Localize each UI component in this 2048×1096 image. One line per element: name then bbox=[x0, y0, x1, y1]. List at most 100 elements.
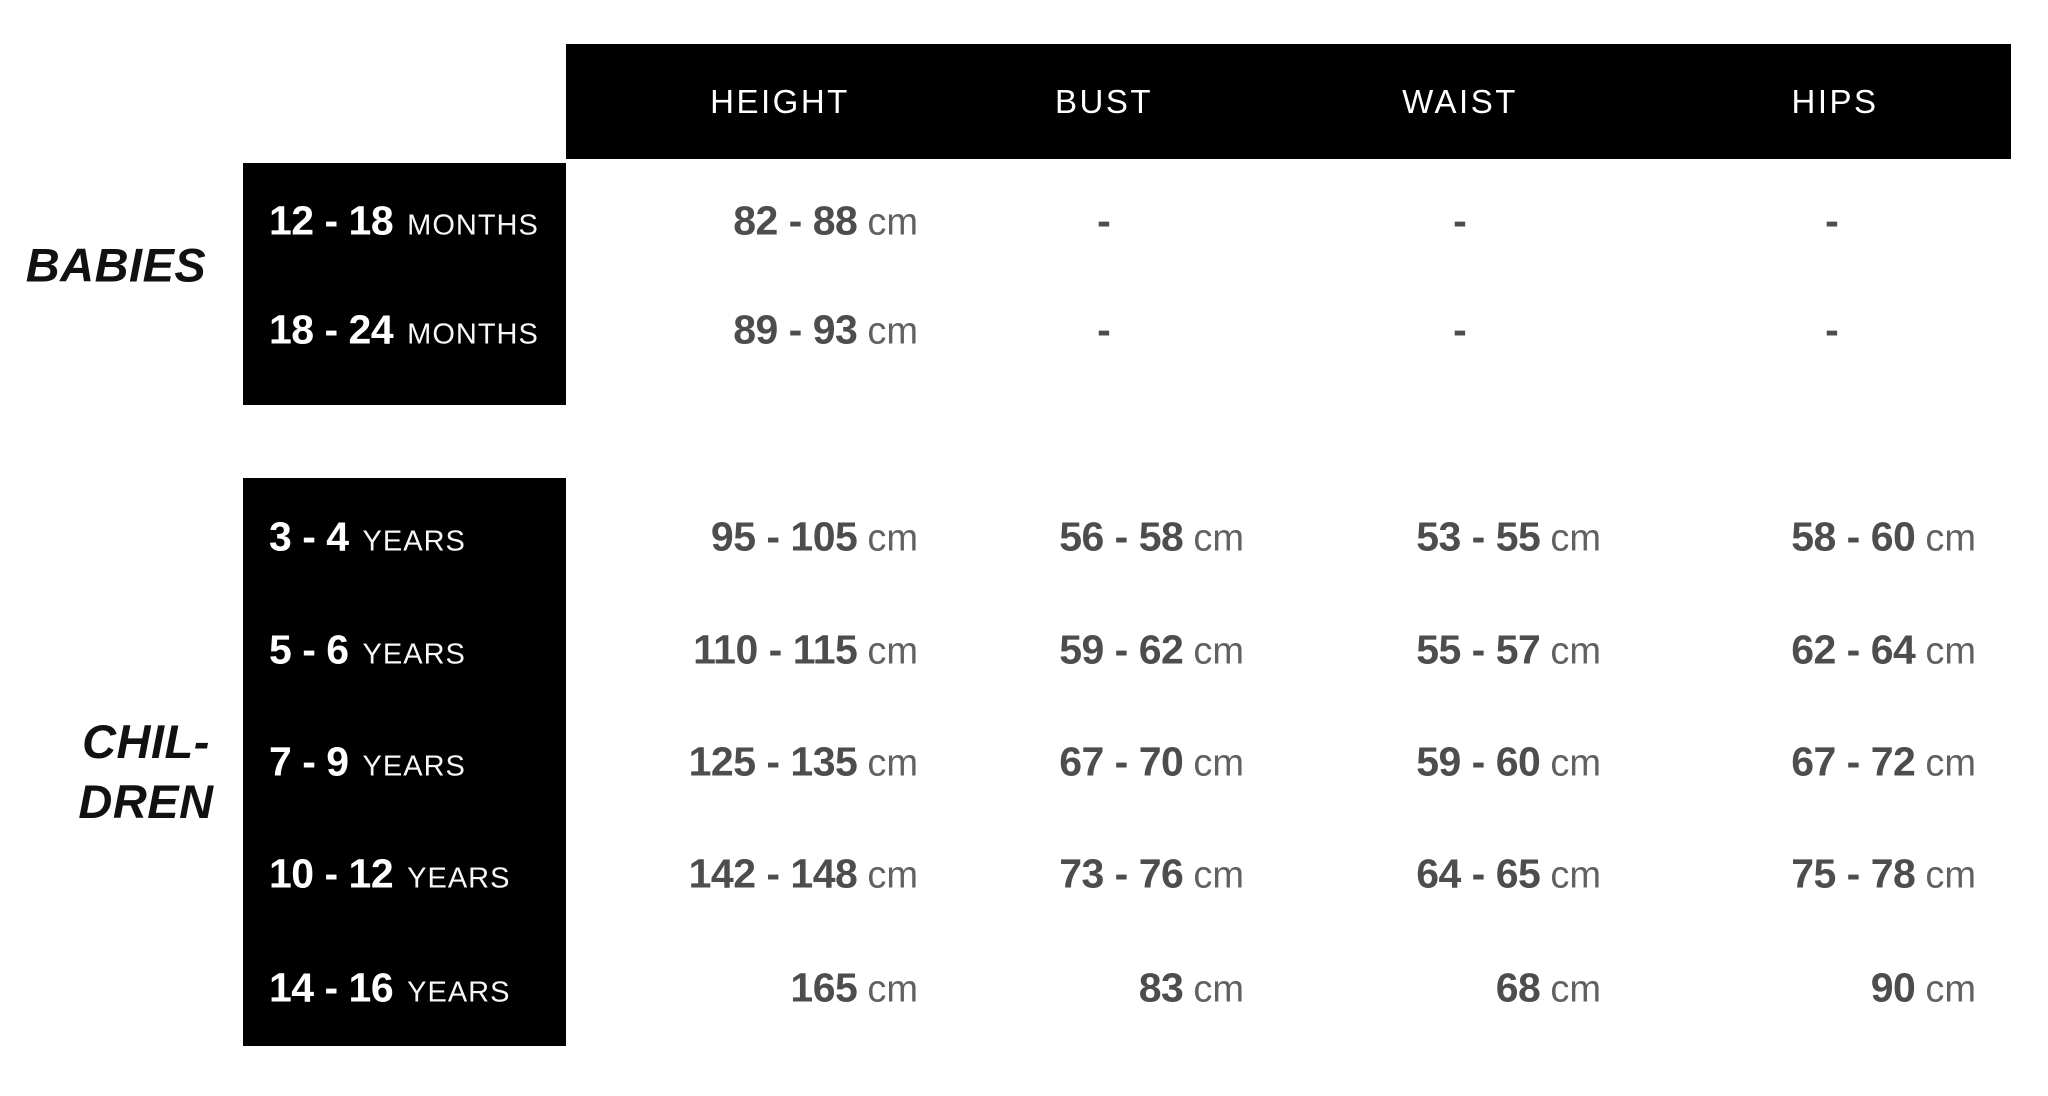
height-value: 125 - 135 bbox=[688, 738, 858, 785]
height-value: 95 - 105 bbox=[710, 513, 858, 560]
waist-value: 68 bbox=[1495, 964, 1541, 1011]
size-row: 18 - 24 MONTHS bbox=[269, 307, 539, 354]
hips-unit: cm bbox=[1925, 854, 1976, 897]
hips-value: 58 - 60 bbox=[1791, 513, 1916, 560]
height-unit: cm bbox=[867, 630, 918, 673]
size-range: 3 - 4 bbox=[269, 513, 349, 560]
waist-value: 64 - 65 bbox=[1416, 850, 1541, 897]
waist-unit: cm bbox=[1550, 517, 1601, 560]
height-value: 82 - 88 bbox=[733, 197, 858, 244]
height-value: 110 - 115 bbox=[693, 626, 858, 673]
height-value: 89 - 93 bbox=[733, 306, 858, 353]
height-unit: cm bbox=[867, 310, 918, 353]
bust-cell: - bbox=[1097, 306, 1111, 353]
height-cell: 82 - 88 cm bbox=[733, 198, 918, 245]
height-cell: 165 cm bbox=[790, 965, 918, 1012]
bust-unit: cm bbox=[1193, 968, 1244, 1011]
bust-unit: cm bbox=[1193, 630, 1244, 673]
hips-unit: cm bbox=[1925, 517, 1976, 560]
bust-cell: 83 cm bbox=[1139, 965, 1244, 1012]
children-size-box: 3 - 4 YEARS 5 - 6 YEARS 7 - 9 YEARS 10 - 12… bbox=[243, 478, 566, 1046]
column-header-height: HEIGHT bbox=[710, 82, 850, 120]
height-unit: cm bbox=[867, 201, 918, 244]
height-cell: 95 - 105 cm bbox=[711, 514, 918, 561]
waist-unit: cm bbox=[1550, 854, 1601, 897]
size-range: 18 - 24 bbox=[269, 306, 394, 353]
size-unit: YEARS bbox=[407, 976, 511, 1009]
bust-value: 73 - 76 bbox=[1059, 850, 1184, 897]
hips-unit: cm bbox=[1925, 630, 1976, 673]
size-unit: MONTHS bbox=[407, 318, 539, 351]
group-label-children-line2: DREN bbox=[78, 775, 214, 828]
height-cell: 142 - 148 cm bbox=[689, 851, 918, 898]
bust-unit: cm bbox=[1193, 742, 1244, 785]
hips-cell: 75 - 78 cm bbox=[1791, 851, 1976, 898]
group-label-children: CHIL- DREN bbox=[0, 712, 292, 832]
height-cell: 89 - 93 cm bbox=[733, 307, 918, 354]
size-row: 14 - 16 YEARS bbox=[269, 965, 510, 1012]
size-range: 14 - 16 bbox=[269, 964, 394, 1011]
babies-size-box: 12 - 18 MONTHS 18 - 24 MONTHS bbox=[243, 163, 566, 405]
waist-value: 59 - 60 bbox=[1416, 738, 1541, 785]
hips-cell: - bbox=[1825, 197, 1839, 244]
waist-cell: 59 - 60 cm bbox=[1416, 739, 1601, 786]
bust-cell: 73 - 76 cm bbox=[1059, 851, 1244, 898]
table-header-bar: HEIGHT BUST WAIST HIPS bbox=[566, 44, 2011, 159]
hips-cell: 90 cm bbox=[1871, 965, 1976, 1012]
waist-unit: cm bbox=[1550, 968, 1601, 1011]
waist-cell: - bbox=[1453, 306, 1467, 353]
size-unit: YEARS bbox=[362, 638, 466, 671]
bust-value: 83 bbox=[1138, 964, 1184, 1011]
hips-cell: 62 - 64 cm bbox=[1791, 627, 1976, 674]
hips-unit: cm bbox=[1925, 742, 1976, 785]
height-cell: 110 - 115 cm bbox=[693, 627, 918, 674]
size-unit: YEARS bbox=[407, 862, 511, 895]
waist-cell: 68 cm bbox=[1496, 965, 1601, 1012]
size-range: 10 - 12 bbox=[269, 850, 394, 897]
waist-value: 53 - 55 bbox=[1416, 513, 1541, 560]
bust-unit: cm bbox=[1193, 517, 1244, 560]
size-row: 3 - 4 YEARS bbox=[269, 514, 466, 561]
height-unit: cm bbox=[867, 742, 918, 785]
size-row: 5 - 6 YEARS bbox=[269, 627, 466, 674]
waist-cell: - bbox=[1453, 197, 1467, 244]
waist-value: 55 - 57 bbox=[1416, 626, 1541, 673]
hips-value: 75 - 78 bbox=[1791, 850, 1916, 897]
size-range: 12 - 18 bbox=[269, 197, 394, 244]
bust-value: 59 - 62 bbox=[1059, 626, 1184, 673]
bust-cell: 59 - 62 cm bbox=[1059, 627, 1244, 674]
waist-cell: 64 - 65 cm bbox=[1416, 851, 1601, 898]
hips-cell: 67 - 72 cm bbox=[1791, 739, 1976, 786]
height-unit: cm bbox=[867, 517, 918, 560]
height-value: 165 bbox=[790, 964, 858, 1011]
height-unit: cm bbox=[867, 854, 918, 897]
size-unit: YEARS bbox=[362, 750, 466, 783]
hips-cell: - bbox=[1825, 306, 1839, 353]
size-range: 5 - 6 bbox=[269, 626, 349, 673]
hips-unit: cm bbox=[1925, 968, 1976, 1011]
size-row: 7 - 9 YEARS bbox=[269, 739, 466, 786]
bust-unit: cm bbox=[1193, 854, 1244, 897]
size-unit: YEARS bbox=[362, 525, 466, 558]
hips-value: 90 bbox=[1870, 964, 1916, 1011]
bust-cell: 56 - 58 cm bbox=[1059, 514, 1244, 561]
size-row: 10 - 12 YEARS bbox=[269, 851, 510, 898]
column-header-hips: HIPS bbox=[1791, 82, 1879, 120]
group-label-children-line1: CHIL- bbox=[82, 715, 210, 768]
column-header-waist: WAIST bbox=[1402, 82, 1518, 120]
size-unit: MONTHS bbox=[407, 209, 539, 242]
size-row: 12 - 18 MONTHS bbox=[269, 198, 539, 245]
bust-value: 56 - 58 bbox=[1059, 513, 1184, 560]
waist-unit: cm bbox=[1550, 630, 1601, 673]
column-header-bust: BUST bbox=[1054, 82, 1154, 120]
height-unit: cm bbox=[867, 968, 918, 1011]
size-range: 7 - 9 bbox=[269, 738, 349, 785]
height-value: 142 - 148 bbox=[688, 850, 858, 897]
waist-cell: 53 - 55 cm bbox=[1416, 514, 1601, 561]
bust-value: 67 - 70 bbox=[1059, 738, 1184, 785]
hips-cell: 58 - 60 cm bbox=[1791, 514, 1976, 561]
group-label-babies: BABIES bbox=[25, 238, 207, 292]
hips-value: 67 - 72 bbox=[1791, 738, 1916, 785]
height-cell: 125 - 135 cm bbox=[689, 739, 918, 786]
